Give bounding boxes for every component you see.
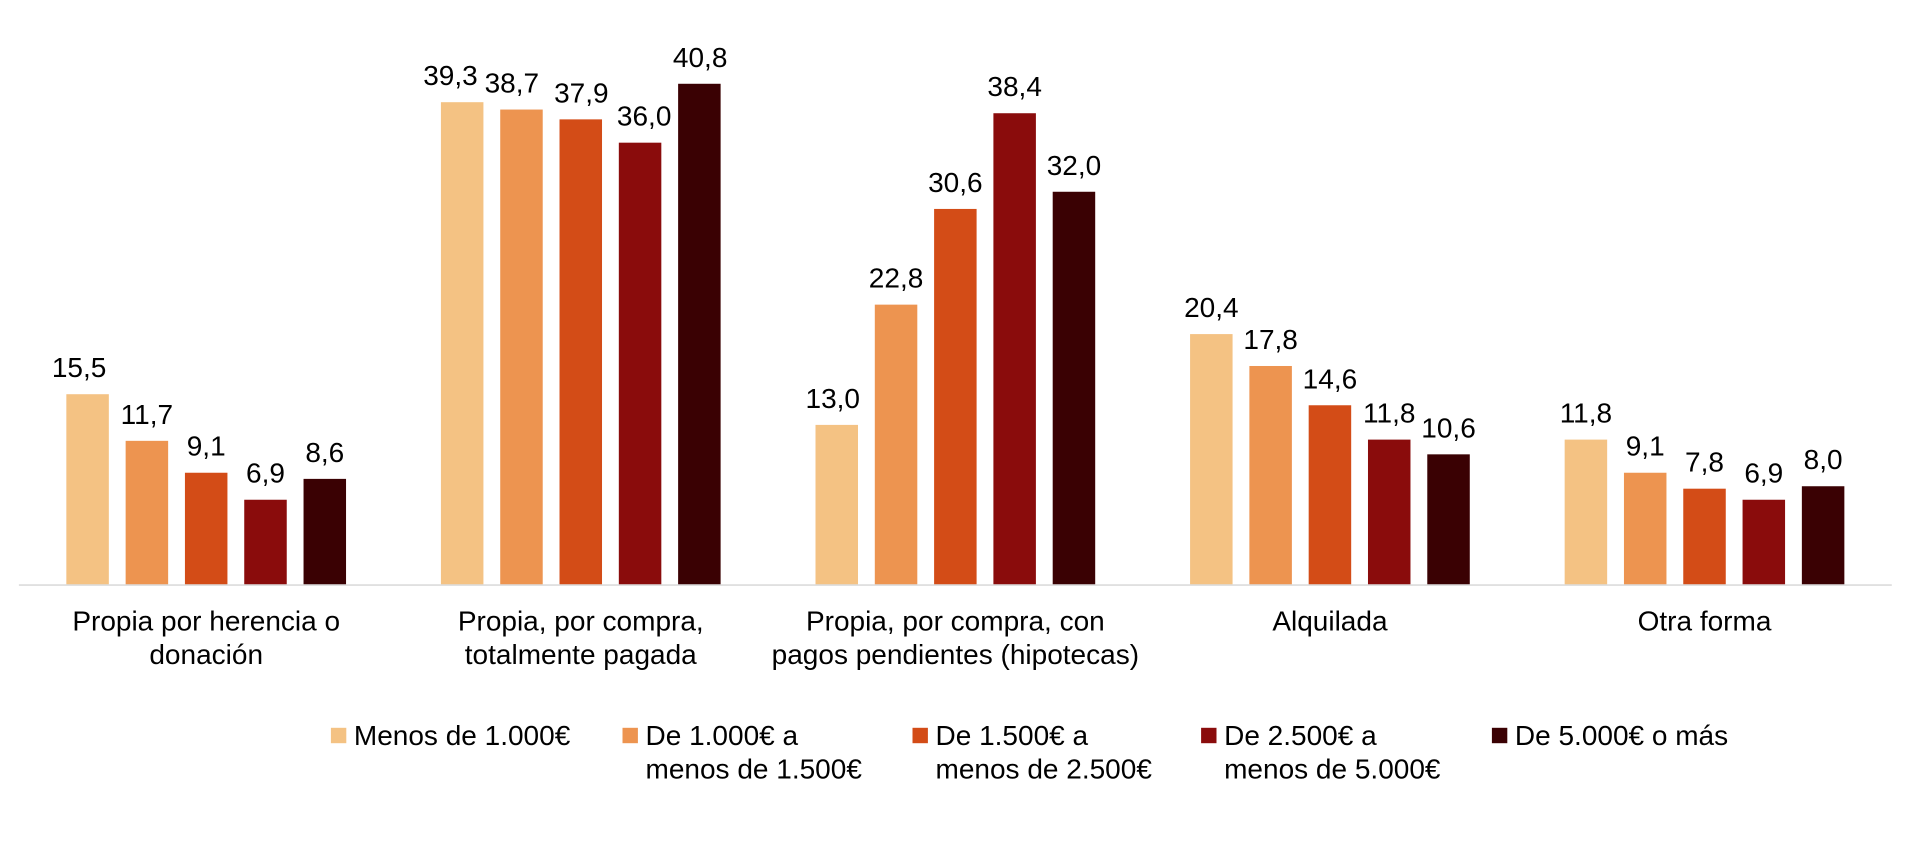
svg-text:7,8: 7,8 [1685,447,1724,478]
svg-text:Alquilada: Alquilada [1272,606,1388,637]
svg-text:pagos pendientes (hipotecas): pagos pendientes (hipotecas) [772,639,1139,670]
svg-text:30,6: 30,6 [928,167,983,198]
svg-text:Propia, por compra,: Propia, por compra, [458,606,704,637]
svg-text:totalmente pagada: totalmente pagada [465,639,697,670]
svg-text:39,3: 39,3 [423,60,478,91]
svg-text:10,6: 10,6 [1421,412,1476,443]
svg-text:32,0: 32,0 [1047,150,1102,181]
svg-text:15,5: 15,5 [52,352,107,383]
svg-text:14,6: 14,6 [1303,363,1358,394]
svg-text:8,0: 8,0 [1804,444,1843,475]
svg-text:9,1: 9,1 [1626,431,1665,462]
svg-text:De 1.000€ a: De 1.000€ a [646,720,799,751]
svg-text:22,8: 22,8 [869,263,924,294]
svg-text:11,8: 11,8 [1560,398,1612,429]
svg-text:36,0: 36,0 [617,101,672,132]
svg-text:11,7: 11,7 [121,399,173,430]
svg-text:6,9: 6,9 [1744,458,1783,489]
svg-text:38,4: 38,4 [987,71,1042,102]
svg-text:Propia, por compra, con: Propia, por compra, con [806,606,1105,637]
svg-text:11,8: 11,8 [1363,398,1415,429]
svg-text:6,9: 6,9 [246,458,285,489]
svg-text:Otra forma: Otra forma [1638,606,1772,637]
svg-text:donación: donación [149,639,263,670]
svg-text:De 1.500€ a: De 1.500€ a [936,720,1089,751]
svg-text:9,1: 9,1 [187,431,226,462]
svg-text:menos de 5.000€: menos de 5.000€ [1224,753,1441,784]
svg-text:38,7: 38,7 [485,68,540,99]
svg-text:13,0: 13,0 [806,383,861,414]
svg-text:Menos de 1.000€: Menos de 1.000€ [354,720,571,751]
svg-text:20,4: 20,4 [1184,292,1239,323]
svg-text:8,6: 8,6 [305,437,344,468]
svg-text:40,8: 40,8 [673,42,728,73]
svg-text:De 2.500€ a: De 2.500€ a [1224,720,1377,751]
svg-text:menos de 1.500€: menos de 1.500€ [646,753,863,784]
svg-text:menos de 2.500€: menos de 2.500€ [936,753,1153,784]
svg-text:Propia por herencia o: Propia por herencia o [72,606,340,637]
svg-text:37,9: 37,9 [554,77,609,108]
svg-text:17,8: 17,8 [1243,324,1298,355]
svg-text:De 5.000€ o más: De 5.000€ o más [1515,720,1728,751]
